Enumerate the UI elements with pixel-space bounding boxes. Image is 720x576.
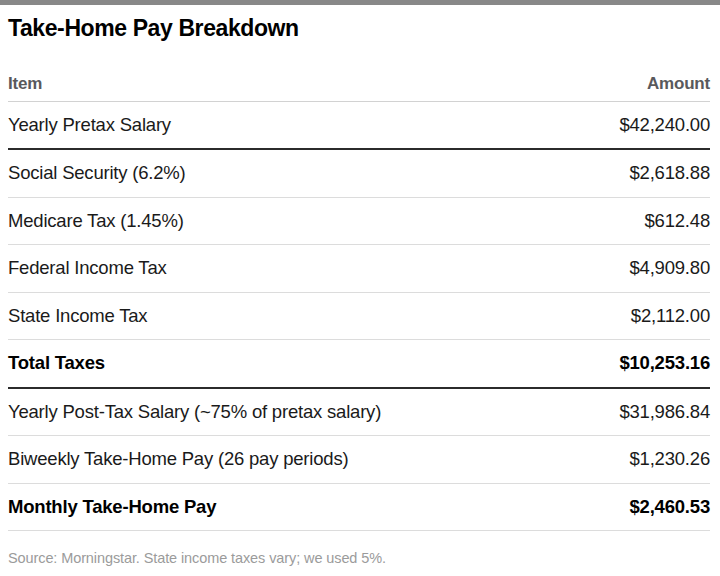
table-header-row: Item Amount [8,43,710,102]
row-amount-value: $4,909.80 [629,257,710,279]
row-amount-value: $42,240.00 [619,114,710,136]
row-item-label: Total Taxes [8,352,105,374]
column-header-amount: Amount [647,74,710,94]
column-header-item: Item [8,74,42,94]
table-row-monthly-take-home: Monthly Take-Home Pay $2,460.53 [8,484,710,532]
row-item-label: Medicare Tax (1.45%) [8,210,184,232]
row-amount-value: $2,112.00 [631,305,710,327]
row-item-label: State Income Tax [8,305,147,327]
table-row: Biweekly Take-Home Pay (26 pay periods) … [8,436,710,484]
row-amount-value: $31,986.84 [619,401,710,423]
top-accent-bar [0,0,720,5]
row-amount-value: $2,460.53 [629,496,710,518]
row-amount-value: $10,253.16 [619,352,710,374]
row-amount-value: $2,618.88 [629,162,710,184]
page-title: Take-Home Pay Breakdown [8,15,710,43]
table-row: Yearly Pretax Salary $42,240.00 [8,102,710,151]
source-note: Source: Morningstar. State income taxes … [8,550,710,566]
table-row-total-taxes: Total Taxes $10,253.16 [8,340,710,389]
row-amount-value: $612.48 [645,210,710,232]
row-item-label: Social Security (6.2%) [8,162,186,184]
row-amount-value: $1,230.26 [629,448,710,470]
row-item-label: Federal Income Tax [8,257,167,279]
table-row: Federal Income Tax $4,909.80 [8,245,710,293]
table-row: Social Security (6.2%) $2,618.88 [8,150,710,198]
table-card: Take-Home Pay Breakdown Item Amount Year… [0,15,720,566]
table-row: Yearly Post-Tax Salary (~75% of pretax s… [8,389,710,437]
row-item-label: Yearly Pretax Salary [8,114,171,136]
row-item-label: Monthly Take-Home Pay [8,496,216,518]
row-item-label: Yearly Post-Tax Salary (~75% of pretax s… [8,401,381,423]
row-item-label: Biweekly Take-Home Pay (26 pay periods) [8,448,348,470]
table-row: Medicare Tax (1.45%) $612.48 [8,198,710,246]
table-row: State Income Tax $2,112.00 [8,293,710,341]
